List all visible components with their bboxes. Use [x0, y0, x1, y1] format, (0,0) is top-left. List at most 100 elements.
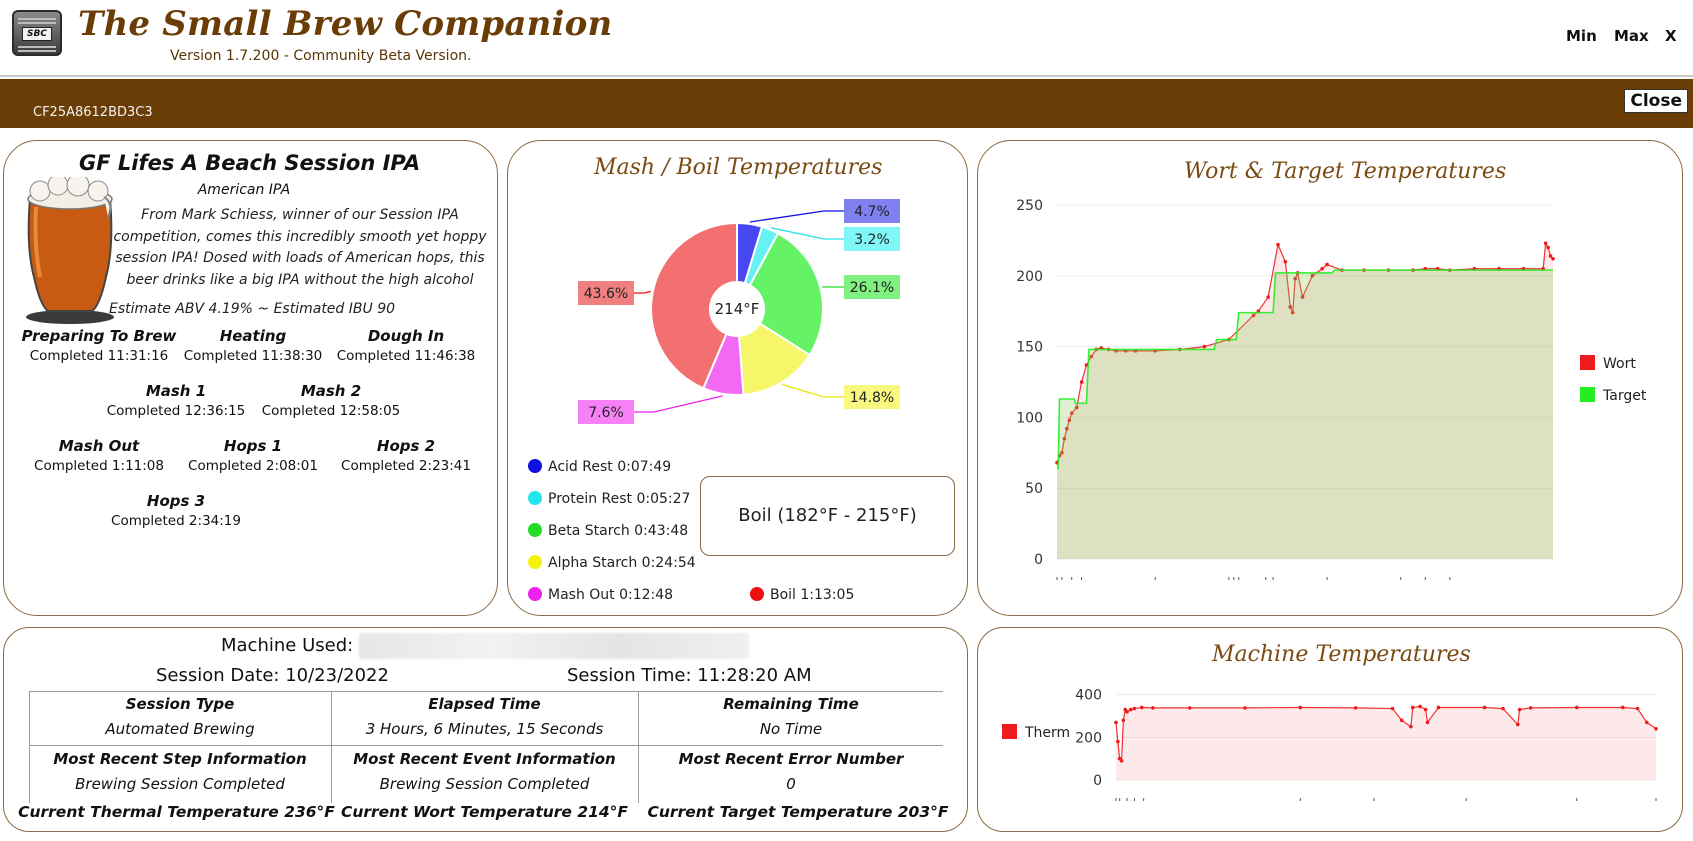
- data-point: [1089, 354, 1094, 359]
- series-area-target: [1057, 270, 1553, 559]
- pie-label-box: [844, 385, 900, 409]
- legend-label: Wort: [1603, 356, 1636, 372]
- session-type-value: Automated Brewing: [105, 720, 255, 738]
- machine-name-redacted: [359, 633, 749, 659]
- data-point: [1300, 295, 1305, 299]
- legend-label: Beta Starch 0:43:48: [548, 523, 689, 539]
- maximize-button[interactable]: Max: [1614, 27, 1649, 45]
- y-tick-label: 250: [1016, 198, 1043, 214]
- step-name: Dough In: [367, 327, 445, 345]
- app-version: Version 1.7.200 - Community Beta Version…: [170, 48, 472, 64]
- step-time: Completed 12:58:05: [261, 403, 401, 419]
- pie-leader-line: [770, 227, 844, 240]
- legend-beta-starch: Beta Starch 0:43:48: [528, 523, 688, 539]
- data-point: [1114, 720, 1118, 725]
- step-name: Hops 1: [223, 437, 283, 455]
- legend-mash-out: Mash Out 0:12:48: [528, 587, 673, 603]
- y-tick-label: 200: [1016, 269, 1043, 285]
- data-point: [1079, 380, 1084, 384]
- recent-step-head: Most Recent Step Information: [53, 750, 307, 768]
- data-point: [1543, 241, 1548, 246]
- data-point: [1515, 722, 1520, 727]
- data-point: [1266, 295, 1270, 299]
- legend-label: Alpha Starch 0:24:54: [548, 555, 696, 571]
- recent-error-head: Most Recent Error Number: [678, 750, 904, 768]
- session-time: Session Time: 11:28:20 AM: [567, 665, 812, 686]
- data-point: [1276, 242, 1280, 247]
- data-point: [1621, 705, 1625, 710]
- data-point: [1528, 706, 1533, 710]
- data-point: [1202, 344, 1207, 349]
- step-time: Completed 12:36:15: [106, 403, 246, 419]
- data-point: [1546, 245, 1550, 250]
- step-mash-out: Mash Out Completed 1:11:08: [19, 437, 179, 474]
- step-mash-2: Mash 2 Completed 12:58:05: [251, 382, 411, 419]
- close-session-button[interactable]: Close: [1624, 89, 1688, 113]
- pie-data-label: 26.1%: [850, 280, 894, 296]
- elapsed-time-head: Elapsed Time: [428, 695, 541, 713]
- step-time: Completed 11:31:16: [29, 348, 169, 364]
- pie-data-label: 7.6%: [588, 405, 624, 421]
- legend-protein-rest: Protein Rest 0:05:27: [528, 491, 690, 507]
- data-point: [1574, 705, 1579, 710]
- pie-label-box: [578, 281, 634, 305]
- data-point: [1069, 411, 1074, 415]
- data-point: [1116, 739, 1120, 744]
- legend-label: Protein Rest 0:05:27: [548, 491, 691, 507]
- y-tick-label: 50: [1025, 481, 1043, 497]
- recipe-description: From Mark Schiess, winner of our Session…: [113, 207, 487, 288]
- legend-dot: [528, 587, 542, 601]
- legend-swatch: [1002, 724, 1017, 739]
- step-time: Completed 1:11:08: [34, 458, 164, 474]
- data-point: [1390, 706, 1395, 711]
- pie-leader-line: [749, 210, 844, 223]
- machine-used-label: Machine Used:: [221, 635, 354, 656]
- step-name: Mash Out: [58, 437, 140, 455]
- data-point: [1251, 313, 1256, 318]
- legend-dot: [528, 523, 542, 537]
- legend-swatch: [1580, 355, 1595, 370]
- step-name: Hops 2: [376, 437, 436, 455]
- y-tick-label: 0: [1034, 552, 1043, 568]
- step-name: Heating: [219, 327, 287, 345]
- data-point: [1320, 266, 1324, 271]
- data-point: [1482, 705, 1487, 710]
- data-point: [1410, 705, 1415, 710]
- minimize-button[interactable]: Min: [1566, 27, 1597, 45]
- pie-data-label: 43.6%: [584, 286, 628, 302]
- y-tick-label: 400: [1075, 688, 1102, 704]
- data-point: [1436, 705, 1441, 710]
- app-logo: SBC: [12, 10, 62, 56]
- wort-target-chart: 0 50 100 150 200 250: [1016, 198, 1555, 580]
- beer-glass-icon: [26, 177, 114, 324]
- data-point: [1425, 720, 1430, 725]
- window-close-button[interactable]: X: [1665, 27, 1677, 45]
- step-time: Completed 11:46:38: [336, 348, 476, 364]
- data-point: [1501, 706, 1505, 711]
- recent-event-head: Most Recent Event Information: [353, 750, 616, 768]
- legend-dot: [528, 491, 542, 505]
- recent-event-value: Brewing Session Completed: [379, 775, 590, 793]
- data-point: [1288, 305, 1293, 309]
- data-point: [1283, 259, 1288, 264]
- session-bar: CF25A8612BD3C3 Close: [0, 79, 1693, 128]
- mash-boil-title: Mash / Boil Temperatures: [594, 155, 883, 180]
- current-wort-temp: Current Wort Temperature 214°F: [340, 803, 629, 821]
- machine-temp-chart: 0 200 400: [1075, 688, 1658, 801]
- recipe-name: GF Lifes A Beach Session IPA: [79, 151, 421, 175]
- series-line-target: [1057, 269, 1553, 470]
- current-target-temp: Current Target Temperature 203°F: [647, 803, 949, 821]
- data-point: [1140, 705, 1144, 710]
- session-id: CF25A8612BD3C3: [33, 105, 153, 120]
- data-point: [1132, 706, 1137, 711]
- pie-data-label: 14.8%: [850, 390, 894, 406]
- wort-target-title: Wort & Target Temperatures: [1184, 159, 1507, 184]
- y-tick-label: 200: [1075, 730, 1102, 746]
- data-point: [1298, 705, 1303, 710]
- step-hops-2: Hops 2 Completed 2:23:41: [326, 437, 486, 474]
- pie-data-label: 4.7%: [854, 204, 890, 220]
- legend-dot: [528, 555, 542, 569]
- legend-swatch: [1580, 387, 1595, 402]
- data-point: [1409, 724, 1413, 729]
- data-point: [1125, 709, 1129, 714]
